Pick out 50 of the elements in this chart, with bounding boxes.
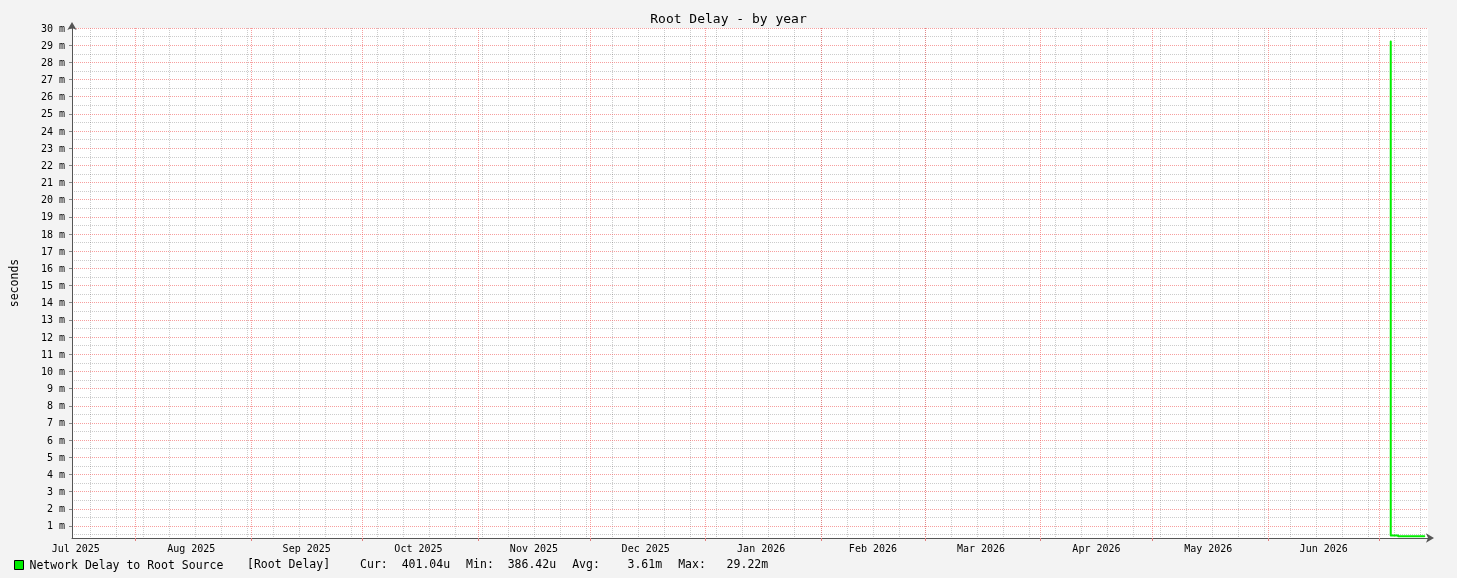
y-tick-label: 12 m [40, 331, 65, 343]
legend-label: Network Delay to Root Source [29, 558, 224, 572]
y-tick-label: 18 m [40, 228, 65, 240]
y-tick-label: 17 m [40, 245, 65, 257]
y-tick-label: 9 m [46, 383, 65, 395]
x-tick-label: May 2026 [1184, 542, 1233, 554]
y-tick-label: 7 m [46, 417, 65, 429]
y-tick-label: 1 m [46, 520, 65, 532]
x-tick-label: Jun 2026 [1299, 542, 1348, 554]
text: Max: 29.22m [678, 557, 769, 571]
y-tick-label: 19 m [40, 211, 65, 223]
x-tick-label: Apr 2026 [1072, 542, 1121, 554]
y-axis-title: seconds [7, 258, 21, 308]
y-tick-label: 8 m [46, 400, 65, 412]
chart-title: Root Delay - by year [650, 11, 807, 26]
x-tick-label: Jul 2025 [51, 542, 100, 554]
y-tick-label: 10 m [40, 365, 65, 377]
text: Cur: 401.04u [360, 557, 451, 571]
y-tick-label: 20 m [40, 194, 65, 206]
y-tick-label: 27 m [40, 74, 65, 86]
y-tick-label: 22 m [40, 159, 65, 171]
x-tick-label: Oct 2025 [394, 542, 443, 554]
text: Min: 386.42u [466, 557, 557, 571]
y-tick-label: 26 m [40, 91, 65, 103]
y-tick-label: 5 m [46, 451, 65, 463]
x-tick-label: Nov 2025 [509, 542, 559, 554]
y-tick-label: 25 m [40, 108, 65, 120]
y-tick-label: 29 m [40, 39, 65, 51]
text: [Root Delay] [247, 557, 331, 571]
y-tick-label: 4 m [46, 468, 65, 480]
text: Avg: 3.61m [572, 557, 663, 571]
y-tick-label: 16 m [40, 262, 65, 274]
y-tick-label: 14 m [40, 297, 65, 309]
y-tick-label: 15 m [40, 280, 65, 292]
x-tick-label: Mar 2026 [956, 542, 1006, 554]
y-tick-label: 24 m [40, 125, 65, 137]
y-tick-label: 23 m [40, 142, 65, 154]
x-tick-label: Jan 2026 [737, 542, 786, 554]
x-tick-label: Sep 2025 [282, 542, 331, 554]
y-tick-label: 6 m [46, 434, 65, 446]
x-tick-label: Feb 2026 [848, 542, 898, 554]
x-tick-label: Aug 2025 [167, 542, 216, 554]
y-tick-label: 21 m [40, 177, 65, 189]
y-tick-label: 3 m [46, 486, 65, 498]
y-tick-label: 28 m [40, 56, 65, 68]
y-tick-label: 11 m [40, 348, 65, 360]
y-tick-label: 2 m [46, 503, 65, 515]
y-tick-label: 13 m [40, 314, 65, 326]
x-tick-label: Dec 2025 [621, 542, 670, 554]
y-tick-label: 30 m [40, 22, 65, 34]
